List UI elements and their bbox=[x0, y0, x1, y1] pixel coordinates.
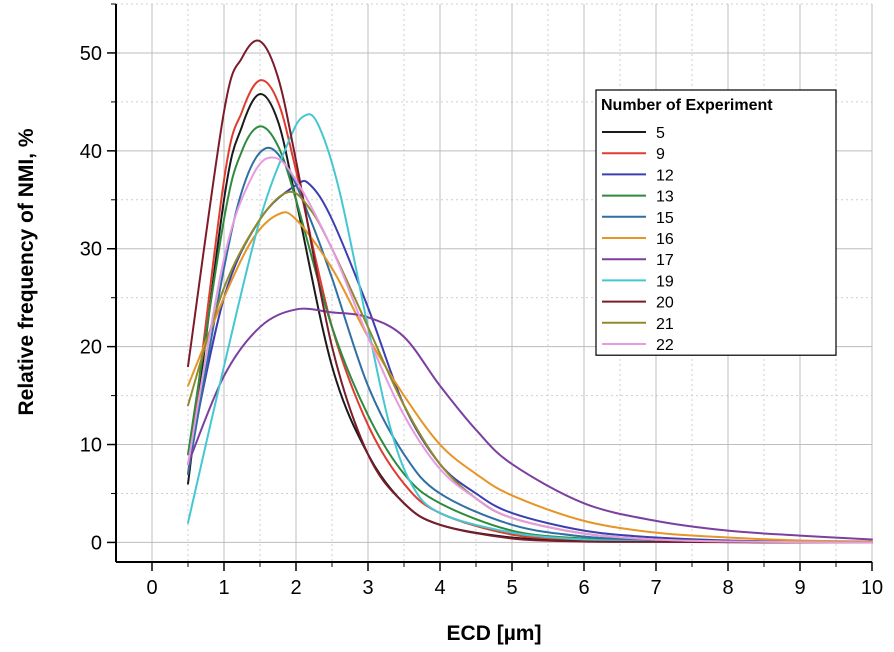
legend-title: Number of Experiment bbox=[601, 97, 773, 114]
y-tick-label: 0 bbox=[91, 532, 102, 554]
legend: Number of Experiment 5 9 12 13 15 16 17 19 20 21 22 bbox=[595, 89, 837, 356]
x-tick-label: 4 bbox=[434, 577, 445, 599]
x-tick-label: 6 bbox=[578, 577, 589, 599]
y-axis-title: Relative frequency of NMI, % bbox=[15, 128, 38, 415]
x-axis-title: ECD [µm] bbox=[447, 622, 542, 645]
legend-label-21: 21 bbox=[656, 316, 674, 333]
y-tick-label: 30 bbox=[80, 239, 102, 261]
series-line-22 bbox=[187, 156, 873, 544]
series-lines bbox=[187, 39, 873, 544]
y-tick-label: 40 bbox=[80, 141, 102, 163]
x-tick-label: 3 bbox=[362, 577, 373, 599]
x-tick-label: 7 bbox=[650, 577, 661, 599]
series-line-16 bbox=[187, 211, 873, 543]
series-line-20 bbox=[187, 39, 873, 544]
legend-box bbox=[595, 89, 837, 356]
x-tick-label: 9 bbox=[794, 577, 805, 599]
legend-label-5: 5 bbox=[656, 125, 665, 142]
legend-label-19: 19 bbox=[656, 273, 674, 290]
x-tick-label: 8 bbox=[722, 577, 733, 599]
y-tick-label: 20 bbox=[80, 337, 102, 359]
legend-label-12: 12 bbox=[656, 167, 674, 184]
legend-label-20: 20 bbox=[656, 295, 674, 312]
x-tick-label: 2 bbox=[290, 577, 301, 599]
x-tick-label: 1 bbox=[218, 577, 229, 599]
y-tick-label: 50 bbox=[80, 43, 102, 65]
legend-label-22: 22 bbox=[656, 337, 674, 354]
y-tick-label: 10 bbox=[80, 435, 102, 457]
legend-label-13: 13 bbox=[656, 189, 674, 206]
legend-label-9: 9 bbox=[656, 146, 665, 163]
legend-label-17: 17 bbox=[656, 252, 674, 269]
series-line-17 bbox=[187, 307, 873, 541]
legend-label-16: 16 bbox=[656, 231, 674, 248]
legend-label-15: 15 bbox=[656, 210, 674, 227]
x-tick-label: 5 bbox=[506, 577, 517, 599]
x-tick-label: 0 bbox=[146, 577, 157, 599]
x-tick-label: 10 bbox=[861, 577, 883, 599]
